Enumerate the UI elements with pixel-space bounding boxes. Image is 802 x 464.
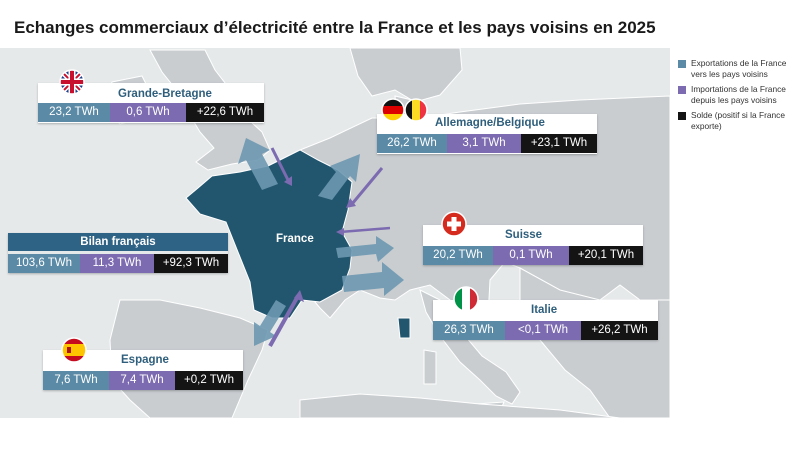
values-row-gb: 23,2 TWh 0,6 TWh +22,6 TWh <box>38 103 264 122</box>
uk-flag-icon <box>59 69 85 95</box>
corsica-island <box>397 317 411 339</box>
export-arrow-ch <box>336 236 394 262</box>
legend-item-exports: Exportations de la France vers les pays … <box>678 58 798 79</box>
exports-swatch <box>678 60 686 68</box>
import-arrow-de <box>350 167 384 205</box>
north-africa-landmass <box>299 393 621 418</box>
exports-value-es: 7,6 TWh <box>43 371 109 390</box>
partner-name-de: Allemagne/Belgique <box>435 117 545 129</box>
balance-value-es: +0,2 TWh <box>175 371 243 390</box>
exports-value-de: 26,2 TWh <box>377 134 447 153</box>
legend-item-balance: Solde (positif si la France exporte) <box>678 110 798 131</box>
import-arrow-de-head <box>346 198 356 208</box>
sardinia-island <box>423 349 437 385</box>
values-row-ch: 20,2 TWh 0,1 TWh +20,1 TWh <box>423 246 643 265</box>
partner-name-it: Italie <box>531 304 558 316</box>
legend-exports-label: Exportations de la France vers les pays … <box>691 58 787 79</box>
bilan-card: Bilan français 103,6 TWh 11,3 TWh +92,3 … <box>8 233 228 273</box>
partner-name-es: Espagne <box>121 354 169 366</box>
exports-value-gb: 23,2 TWh <box>38 103 110 122</box>
values-row-de: 26,2 TWh 3,1 TWh +23,1 TWh <box>377 134 597 153</box>
import-arrow-gb-head <box>284 176 292 186</box>
imports-value-bilan: 11,3 TWh <box>80 254 154 273</box>
legend-item-imports: Importations de la France depuis les pay… <box>678 84 798 105</box>
imports-value-de: 3,1 TWh <box>447 134 521 153</box>
import-arrow-gb <box>270 147 290 181</box>
italy-flag-icon <box>453 286 479 312</box>
exports-value-ch: 20,2 TWh <box>423 246 493 265</box>
legend-imports-label: Importations de la France depuis les pay… <box>691 84 786 105</box>
values-row-bilan: 103,6 TWh 11,3 TWh +92,3 TWh <box>8 254 228 273</box>
values-row-it: 26,3 TWh <0,1 TWh +26,2 TWh <box>433 321 658 340</box>
partner-name-gb: Grande-Bretagne <box>118 88 212 100</box>
balance-value-gb: +22,6 TWh <box>186 103 264 122</box>
import-arrow-es-head <box>294 290 304 302</box>
export-arrow-it <box>342 262 404 296</box>
balance-swatch <box>678 112 686 120</box>
imports-value-es: 7,4 TWh <box>109 371 175 390</box>
imports-value-ch: 0,1 TWh <box>493 246 569 265</box>
spain-flag-icon <box>61 337 87 363</box>
partner-name-ch: Suisse <box>505 229 543 241</box>
balance-value-ch: +20,1 TWh <box>569 246 643 265</box>
export-arrow-gb <box>238 138 278 190</box>
exports-value-bilan: 103,6 TWh <box>8 254 80 273</box>
import-arrow-ch-head <box>336 228 344 236</box>
germany-belgium-flag-icon <box>381 98 428 122</box>
france-label: France <box>276 233 314 245</box>
balance-value-bilan: +92,3 TWh <box>154 254 228 273</box>
values-row-es: 7,6 TWh 7,4 TWh +0,2 TWh <box>43 371 243 390</box>
france-landmass <box>185 149 353 319</box>
imports-swatch <box>678 86 686 94</box>
imports-value-gb: 0,6 TWh <box>110 103 186 122</box>
legend: Exportations de la France vers les pays … <box>678 58 798 136</box>
imports-value-it: <0,1 TWh <box>505 321 581 340</box>
exports-value-it: 26,3 TWh <box>433 321 505 340</box>
partner-card-de: Allemagne/Belgique 26,2 TWh 3,1 TWh +23,… <box>377 114 597 154</box>
export-arrow-es <box>254 300 286 346</box>
import-arrow-ch <box>339 226 391 234</box>
swiss-flag-icon <box>441 211 467 237</box>
bilan-label: Bilan français <box>8 233 228 251</box>
legend-balance-label: Solde (positif si la France exporte) <box>691 110 786 131</box>
balance-value-it: +26,2 TWh <box>581 321 658 340</box>
balance-value-de: +23,1 TWh <box>521 134 597 153</box>
import-arrow-es <box>268 295 300 347</box>
export-arrow-de <box>318 154 360 200</box>
partner-card-es: Espagne 7,6 TWh 7,4 TWh +0,2 TWh <box>43 350 243 390</box>
chart-title: Echanges commerciaux d’électricité entre… <box>14 18 656 37</box>
